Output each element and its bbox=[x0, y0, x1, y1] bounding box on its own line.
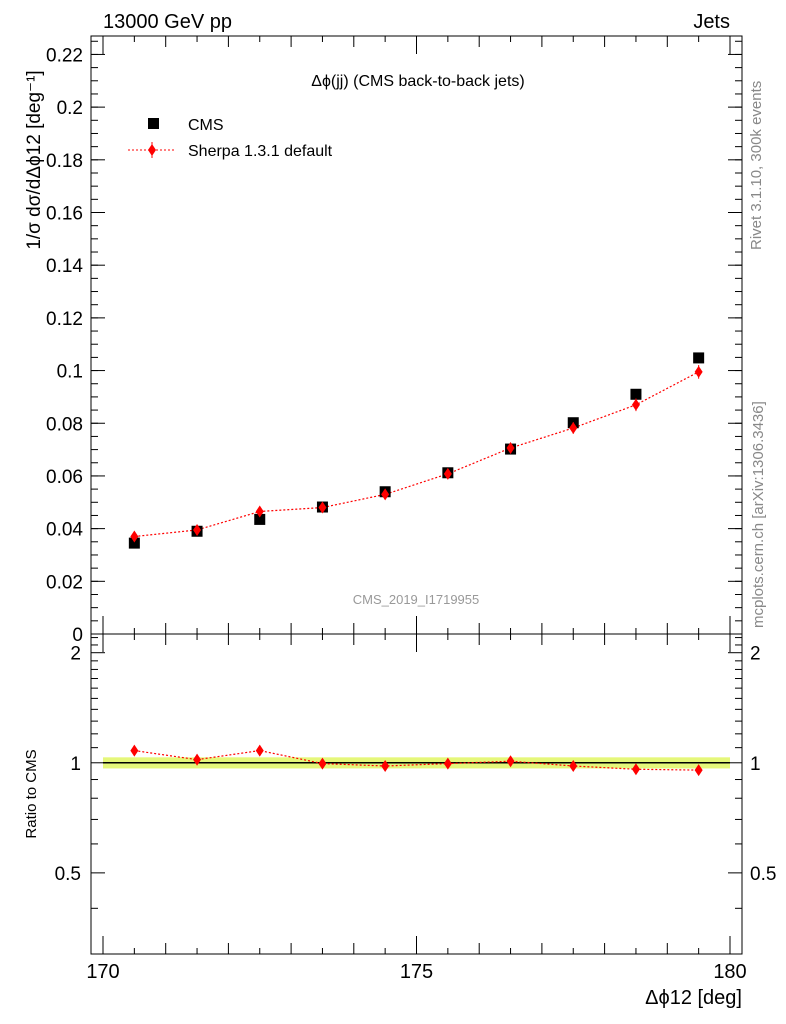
main-y-tick-label: 0.16 bbox=[46, 204, 83, 225]
rivet-version-label: Rivet 3.1.10, 300k events bbox=[748, 81, 765, 250]
ratio-data-point bbox=[631, 763, 640, 776]
mcplots-reference-label: mcplots.cern.ch [arXiv:1306.3436] bbox=[750, 401, 767, 628]
main-x-axis-ticks bbox=[102, 36, 731, 634]
ratio-data-point bbox=[381, 759, 390, 772]
ratio-uncertainty-band bbox=[103, 757, 730, 769]
x-tick-label: 175 bbox=[400, 961, 433, 983]
ratio-x-axis-ticks: 170 175 180 bbox=[86, 634, 747, 983]
plot-title: Δϕ(jj) (CMS back-to-back jets) bbox=[311, 73, 524, 90]
main-y-tick-label: 0.02 bbox=[46, 572, 83, 593]
main-data-layer bbox=[128, 352, 705, 549]
legend: CMS Sherpa 1.3.1 default bbox=[128, 117, 333, 160]
sherpa-data-point bbox=[381, 488, 390, 501]
legend-sherpa-marker bbox=[148, 144, 156, 156]
ratio-y-tick-label-right: 2 bbox=[750, 644, 761, 665]
x-tick-label: 180 bbox=[713, 961, 746, 983]
x-axis-label: Δϕ12 [deg] bbox=[645, 987, 742, 1009]
ratio-y-tick-label-right: 1 bbox=[750, 754, 761, 775]
ratio-y-tick-label-right: 0.5 bbox=[750, 864, 776, 885]
sherpa-data-point bbox=[255, 505, 264, 518]
ratio-y-axis-label: Ratio to CMS bbox=[23, 749, 40, 838]
ratio-data-point bbox=[255, 744, 264, 757]
ratio-data-point bbox=[694, 764, 703, 777]
main-y-tick-label: 0.06 bbox=[46, 467, 83, 488]
sherpa-data-point bbox=[694, 365, 703, 378]
cms-data-point bbox=[254, 513, 266, 525]
main-y-tick-label: 0.08 bbox=[46, 414, 83, 435]
main-y-tick-label: 0.1 bbox=[57, 362, 83, 383]
ratio-sherpa-line bbox=[134, 749, 699, 771]
main-y-tick-label: 0.22 bbox=[46, 45, 83, 66]
ratio-data-point bbox=[130, 744, 139, 757]
ratio-data-point bbox=[443, 757, 452, 770]
ratio-y-axis-ticks: 0.5 0.5 1 1 2 2 bbox=[55, 637, 776, 909]
legend-cms-marker bbox=[148, 118, 159, 129]
legend-cms-label: CMS bbox=[188, 117, 224, 134]
sherpa-line bbox=[134, 371, 699, 538]
ratio-data-point bbox=[318, 757, 327, 770]
x-tick-label: 170 bbox=[86, 961, 119, 983]
main-y-axis-label-text: 1/σ dσ/dΔϕ12 [deg⁻¹] bbox=[24, 70, 45, 249]
cms-data-point bbox=[128, 537, 140, 549]
main-plot-panel: 0 0.02 0.04 0.06 0.08 0.1 0.12 0.14 0.16 0.18 0.2 0… bbox=[46, 35, 743, 646]
main-y-tick-label: 0.12 bbox=[46, 309, 83, 330]
ratio-data-layer bbox=[130, 744, 703, 777]
cms-data-point bbox=[630, 388, 642, 400]
sherpa-data-point bbox=[569, 421, 578, 434]
sherpa-data-point bbox=[318, 501, 327, 514]
sherpa-data-point bbox=[443, 467, 452, 480]
header-process-label: Jets bbox=[693, 11, 730, 33]
ratio-y-tick-label: 1 bbox=[70, 754, 81, 775]
main-y-tick-label: 0.2 bbox=[57, 98, 83, 119]
main-y-tick-label: 0 bbox=[72, 625, 83, 646]
ratio-plot-frame bbox=[90, 633, 743, 955]
sherpa-data-point bbox=[193, 523, 202, 536]
main-y-axis-label: 1/σ dσ/dΔϕ12 [deg⁻¹] bbox=[24, 70, 45, 249]
ratio-plot-panel: 0.5 0.5 1 1 2 2 170 175 180 bbox=[55, 633, 776, 983]
main-y-axis-ticks: 0 0.02 0.04 0.06 0.08 0.1 0.12 0.14 0.16 0.18 0.2 0… bbox=[46, 40, 742, 646]
main-y-tick-label: 0.18 bbox=[46, 151, 83, 172]
ratio-data-point bbox=[569, 759, 578, 772]
main-y-tick-label: 0.14 bbox=[46, 256, 83, 277]
header-energy-label: 13000 GeV pp bbox=[103, 11, 232, 33]
analysis-watermark: CMS_2019_I1719955 bbox=[353, 592, 480, 607]
sherpa-data-point bbox=[130, 530, 139, 543]
ratio-y-tick-label: 2 bbox=[70, 644, 81, 665]
ratio-data-point bbox=[193, 753, 202, 766]
ratio-y-tick-label: 0.5 bbox=[55, 864, 81, 885]
ratio-data-point bbox=[506, 755, 515, 768]
sherpa-data-point bbox=[506, 442, 515, 455]
sherpa-data-point bbox=[631, 398, 640, 411]
legend-sherpa-label: Sherpa 1.3.1 default bbox=[188, 143, 333, 160]
cms-data-point bbox=[693, 352, 705, 364]
main-y-tick-label: 0.04 bbox=[46, 520, 83, 541]
